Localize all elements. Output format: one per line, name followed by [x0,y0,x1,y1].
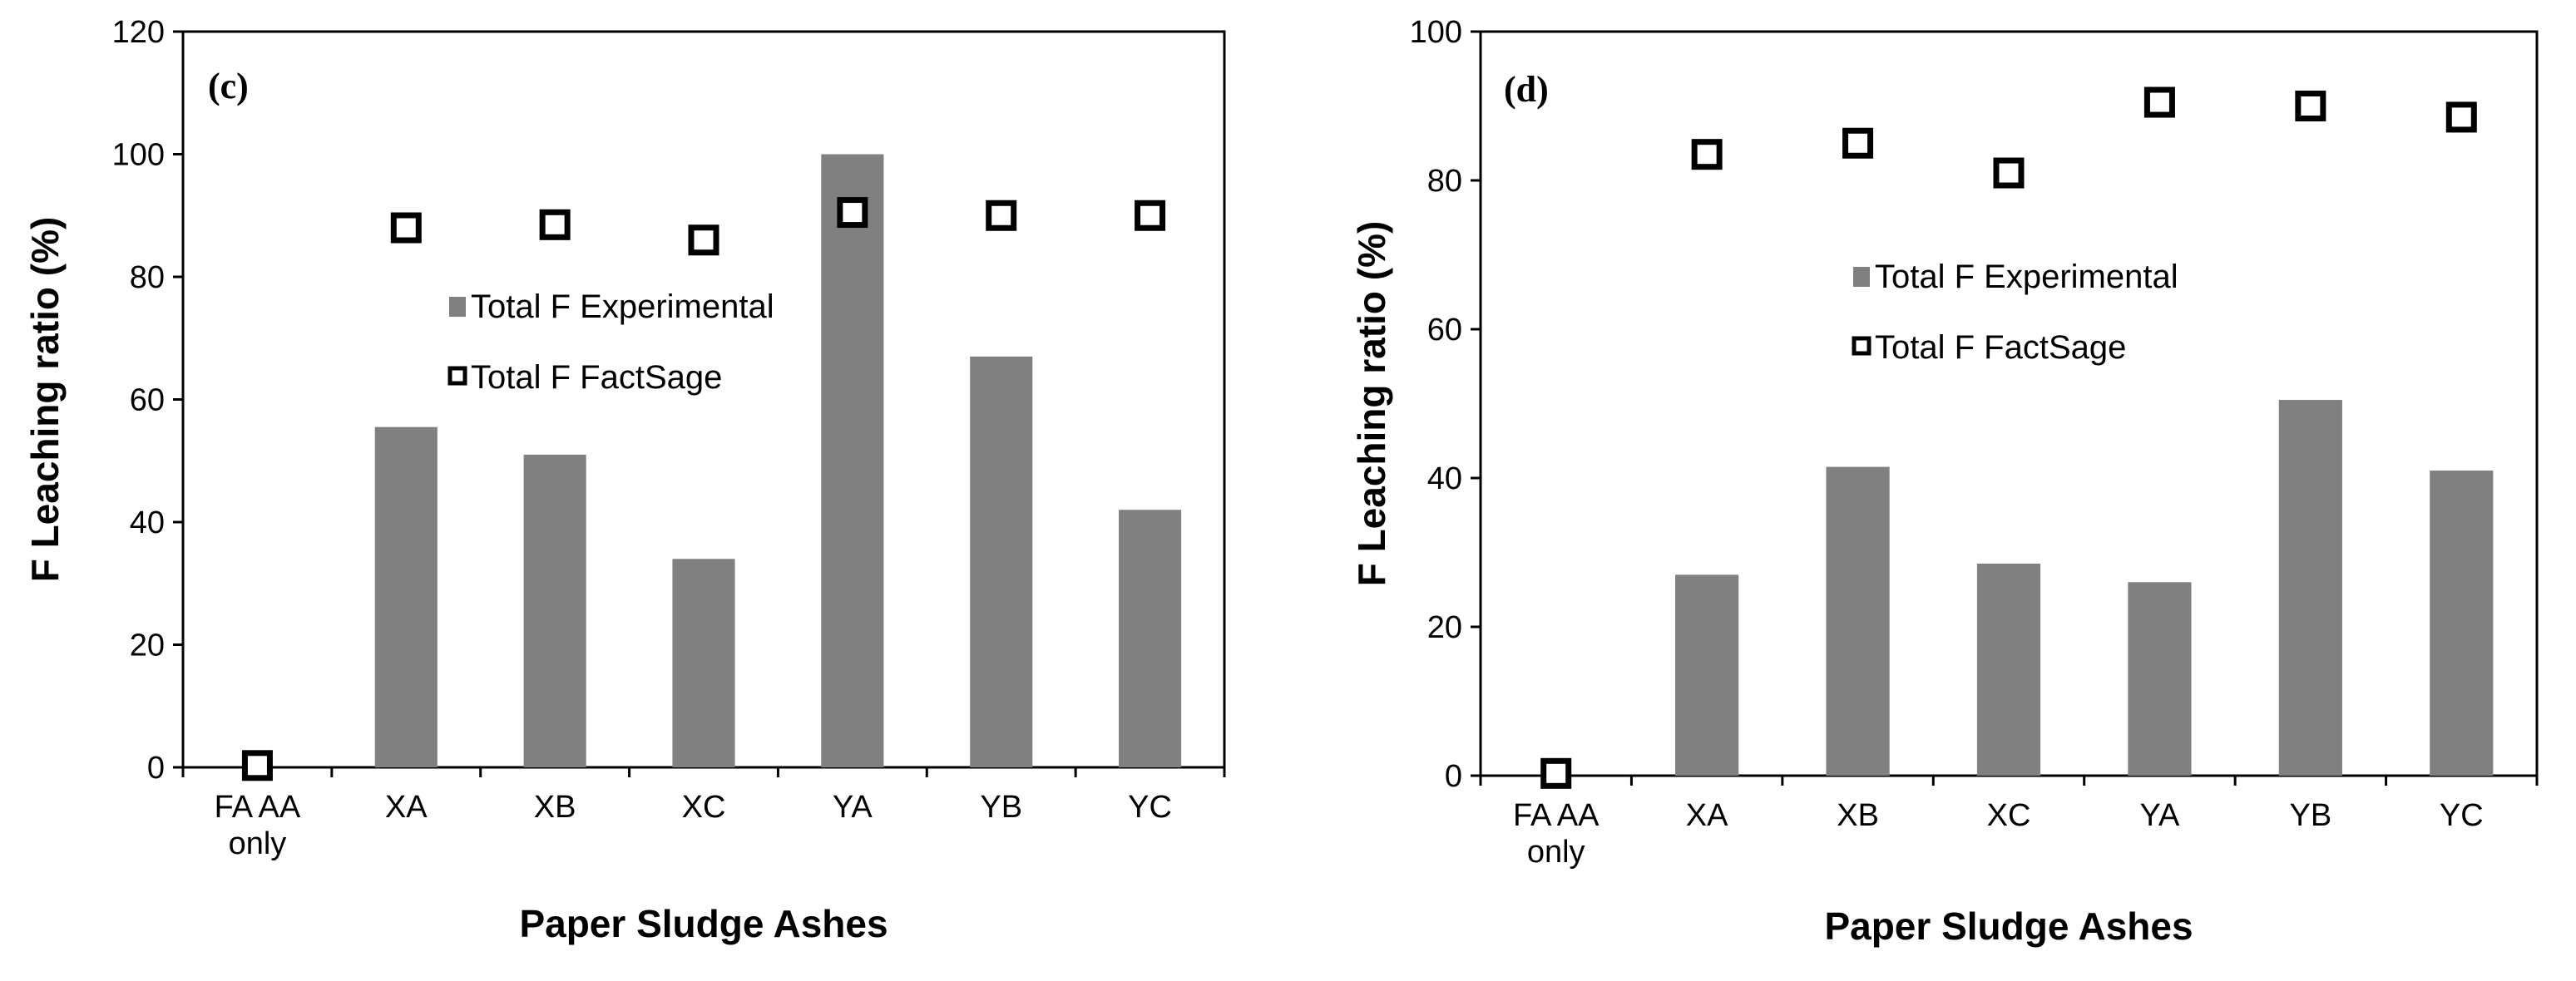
y-axis-title: F Leaching ratio (%) [1350,221,1393,587]
x-tick-label: XB [1837,798,1879,833]
x-tick-label: XA [1686,798,1728,833]
x-tick-label: FA AA [215,790,301,825]
bar [672,559,735,767]
factsage-marker [390,212,422,244]
bar [970,356,1033,767]
x-axis-title: Paper Sludge Ashes [519,902,888,945]
panel-label: (d) [1504,69,1549,110]
legend-swatch-marker [1852,336,1871,356]
y-tick-label: 60 [130,383,165,418]
y-tick-label: 40 [1427,461,1462,496]
x-tick-label: only [1527,835,1585,870]
factsage-marker [837,197,868,229]
factsage-marker [1842,127,1874,159]
y-tick-label: 0 [147,751,165,786]
bar [1976,563,2041,776]
x-tick-label: FA AA [1513,798,1599,833]
bar [523,454,586,767]
x-tick-label: XC [682,790,726,825]
y-tick-label: 40 [130,505,165,540]
factsage-marker [241,750,273,781]
y-tick-label: 120 [112,15,165,50]
legend-swatch-marker [447,366,467,386]
bar [2430,471,2494,776]
factsage-marker [2143,86,2175,118]
factsage-marker [2445,101,2477,133]
bar [374,426,438,767]
bar [1119,510,1182,767]
bar [2278,400,2342,776]
x-tick-label: YC [2440,798,2484,833]
legend-label-experimental: Total F Experimental [471,288,774,325]
factsage-marker [986,200,1017,231]
legend-swatch-bar [1853,267,1870,287]
y-axis-title: F Leaching ratio (%) [23,217,67,583]
bar [1826,466,1890,776]
y-tick-label: 80 [130,260,165,295]
x-tick-label: YB [980,790,1022,825]
y-tick-label: 60 [1427,313,1462,348]
factsage-marker [2295,91,2326,121]
panel-label: (c) [208,66,249,106]
x-tick-label: YB [2290,798,2332,833]
legend-label-factsage: Total F FactSage [471,359,722,396]
y-tick-label: 100 [1410,15,1462,50]
x-tick-label: XC [1987,798,2031,833]
legend-label-factsage: Total F FactSage [1875,329,2126,366]
factsage-marker [1135,200,1166,231]
x-tick-label: only [229,826,287,861]
bar [821,154,884,767]
factsage-marker [1993,157,2025,189]
y-tick-label: 20 [1427,610,1462,645]
legend-swatch-bar [449,297,466,317]
x-tick-label: YA [2139,798,2180,833]
bar [1675,574,1739,776]
x-axis-title: Paper Sludge Ashes [1824,905,2193,948]
y-tick-label: 80 [1427,164,1462,199]
factsage-marker [539,209,571,240]
x-tick-label: XB [534,790,576,825]
legend: Total F Experimental Total F FactSage [1852,259,2178,366]
y-tick-label: 20 [130,629,165,663]
y-tick-label: 100 [112,138,165,173]
factsage-marker [688,224,719,256]
bar [2128,582,2192,776]
x-tick-label: YC [1128,790,1172,825]
x-tick-label: XA [385,790,428,825]
factsage-marker [1540,757,1572,789]
x-tick-label: YA [833,790,873,825]
y-tick-label: 0 [1445,759,1462,794]
legend: Total F Experimental Total F FactSage [447,288,774,396]
legend-label-experimental: Total F Experimental [1875,259,2178,295]
factsage-marker [1691,139,1723,170]
